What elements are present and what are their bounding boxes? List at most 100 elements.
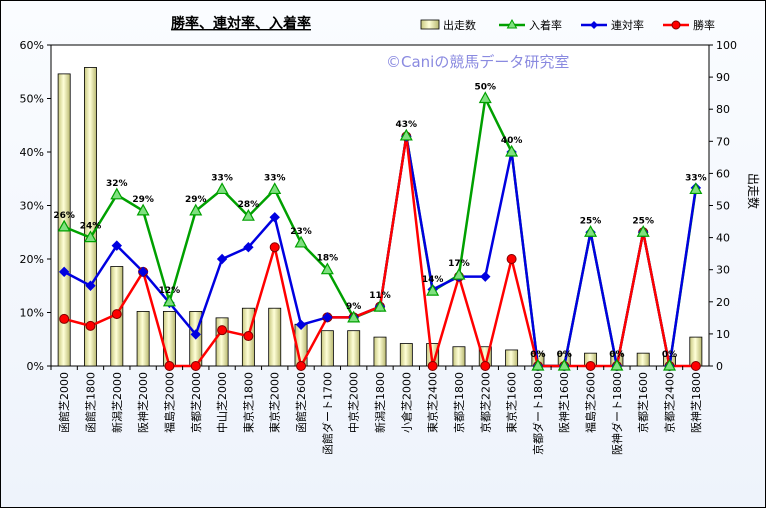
x-tick-label: 阪神ダート1800	[610, 372, 624, 455]
point	[296, 361, 307, 371]
y-tick-label: 10%	[20, 307, 44, 320]
y-tick-label: 50%	[20, 93, 44, 106]
legend-label: 連対率	[611, 18, 644, 32]
data-label: 14%	[422, 275, 444, 285]
x-tick-label: 東京芝1800	[241, 372, 255, 433]
legend-marker	[506, 18, 518, 29]
x-tick-label: 函館芝2600	[294, 372, 308, 433]
x-tick-label: 阪神芝1800	[689, 372, 703, 433]
x-tick-label: 京都芝1800	[452, 372, 466, 433]
bar	[320, 330, 334, 367]
point	[189, 203, 203, 216]
data-label: 33%	[264, 173, 286, 183]
point	[269, 212, 280, 223]
x-tick-label: 新潟芝2000	[110, 372, 124, 433]
point	[269, 242, 280, 253]
bar	[268, 307, 282, 367]
bar	[452, 346, 466, 367]
legend-bar-swatch	[420, 19, 440, 30]
point	[452, 267, 466, 280]
x-tick-label: 京都芝2400	[663, 372, 677, 433]
x-tick-label: 新潟芝1800	[373, 372, 387, 433]
bar	[215, 317, 229, 367]
point	[426, 283, 440, 296]
data-label: 28%	[238, 200, 260, 210]
x-tick-label: 函館芝1800	[83, 372, 97, 433]
watermark-text: ©Caniの競馬データ研究室	[386, 53, 569, 71]
point	[111, 240, 123, 251]
y-axis: 0% 10% 20% 30% 40% 50% 60%	[20, 39, 51, 373]
y-tick-label: 20%	[20, 253, 44, 266]
data-label: 24%	[80, 222, 102, 232]
point	[531, 358, 545, 371]
point	[243, 331, 254, 342]
y2-tick-label: 20	[716, 296, 730, 309]
point	[162, 294, 176, 307]
data-label: 26%	[53, 211, 75, 221]
y-tick-label: 60%	[20, 39, 44, 52]
y2-tick-label: 90	[716, 71, 730, 84]
y2-axis: 0 10 20 30 40 50 60 70 80 90 100	[709, 39, 737, 373]
data-label: 17%	[448, 259, 470, 269]
point	[111, 309, 122, 320]
data-label: 0%	[662, 350, 677, 360]
point	[399, 128, 413, 141]
x-tick-label: 東京芝2400	[426, 372, 440, 433]
data-label: 0%	[557, 350, 572, 360]
point	[610, 358, 624, 371]
point	[294, 235, 308, 248]
x-tick-label: 東京芝1600	[505, 372, 519, 433]
y2-axis-label: 出走数	[746, 173, 761, 209]
bar	[505, 349, 519, 367]
x-tick-label: 京都芝1600	[636, 372, 650, 433]
x-tick-label: 小倉芝2000	[399, 372, 413, 433]
point	[243, 242, 254, 253]
data-label: 32%	[106, 179, 128, 189]
point	[636, 225, 650, 237]
point	[137, 266, 149, 278]
point	[241, 208, 255, 221]
point	[136, 203, 150, 216]
point	[85, 320, 96, 331]
data-label: 9%	[346, 302, 361, 312]
point	[557, 358, 571, 371]
point	[85, 280, 96, 291]
bar	[84, 67, 97, 367]
data-label: 18%	[317, 254, 339, 264]
line-series: 26% 24% 32% 29% 12% 29% 33% 28% 33% 23% 18% 9% 11% 43…	[53, 83, 707, 372]
chart-title: 勝率、連対率、入着率	[171, 15, 311, 32]
y2-tick-label: 30	[716, 264, 730, 277]
point	[347, 310, 361, 323]
point	[478, 91, 492, 104]
point	[216, 253, 228, 265]
point	[268, 182, 282, 195]
y2-tick-label: 60	[716, 167, 730, 180]
data-label: 43%	[396, 120, 418, 130]
data-label: 12%	[159, 286, 181, 296]
x-tick-label: 東京芝2000	[268, 372, 282, 433]
point	[295, 319, 307, 331]
data-label: 23%	[290, 227, 312, 237]
x-tick-label: 福島芝2600	[584, 372, 598, 433]
x-tick-label: 中山芝2000	[216, 372, 229, 433]
point	[59, 313, 70, 324]
bar	[162, 311, 176, 367]
point	[110, 187, 124, 200]
y2-tick-label: 40	[716, 232, 730, 245]
legend-label: 入着率	[529, 18, 562, 32]
point	[584, 225, 598, 237]
y2-tick-label: 10	[716, 328, 730, 341]
point	[373, 299, 387, 312]
point	[190, 361, 201, 371]
point	[689, 182, 703, 195]
point	[585, 361, 596, 371]
y-tick-label: 30%	[20, 200, 44, 213]
point	[217, 325, 228, 336]
plot-area	[50, 44, 710, 367]
data-label: 33%	[685, 173, 707, 183]
data-label: 29%	[185, 195, 207, 205]
x-tick-label: 京都芝2200	[478, 372, 492, 433]
bar	[373, 336, 387, 367]
bar	[347, 330, 361, 367]
